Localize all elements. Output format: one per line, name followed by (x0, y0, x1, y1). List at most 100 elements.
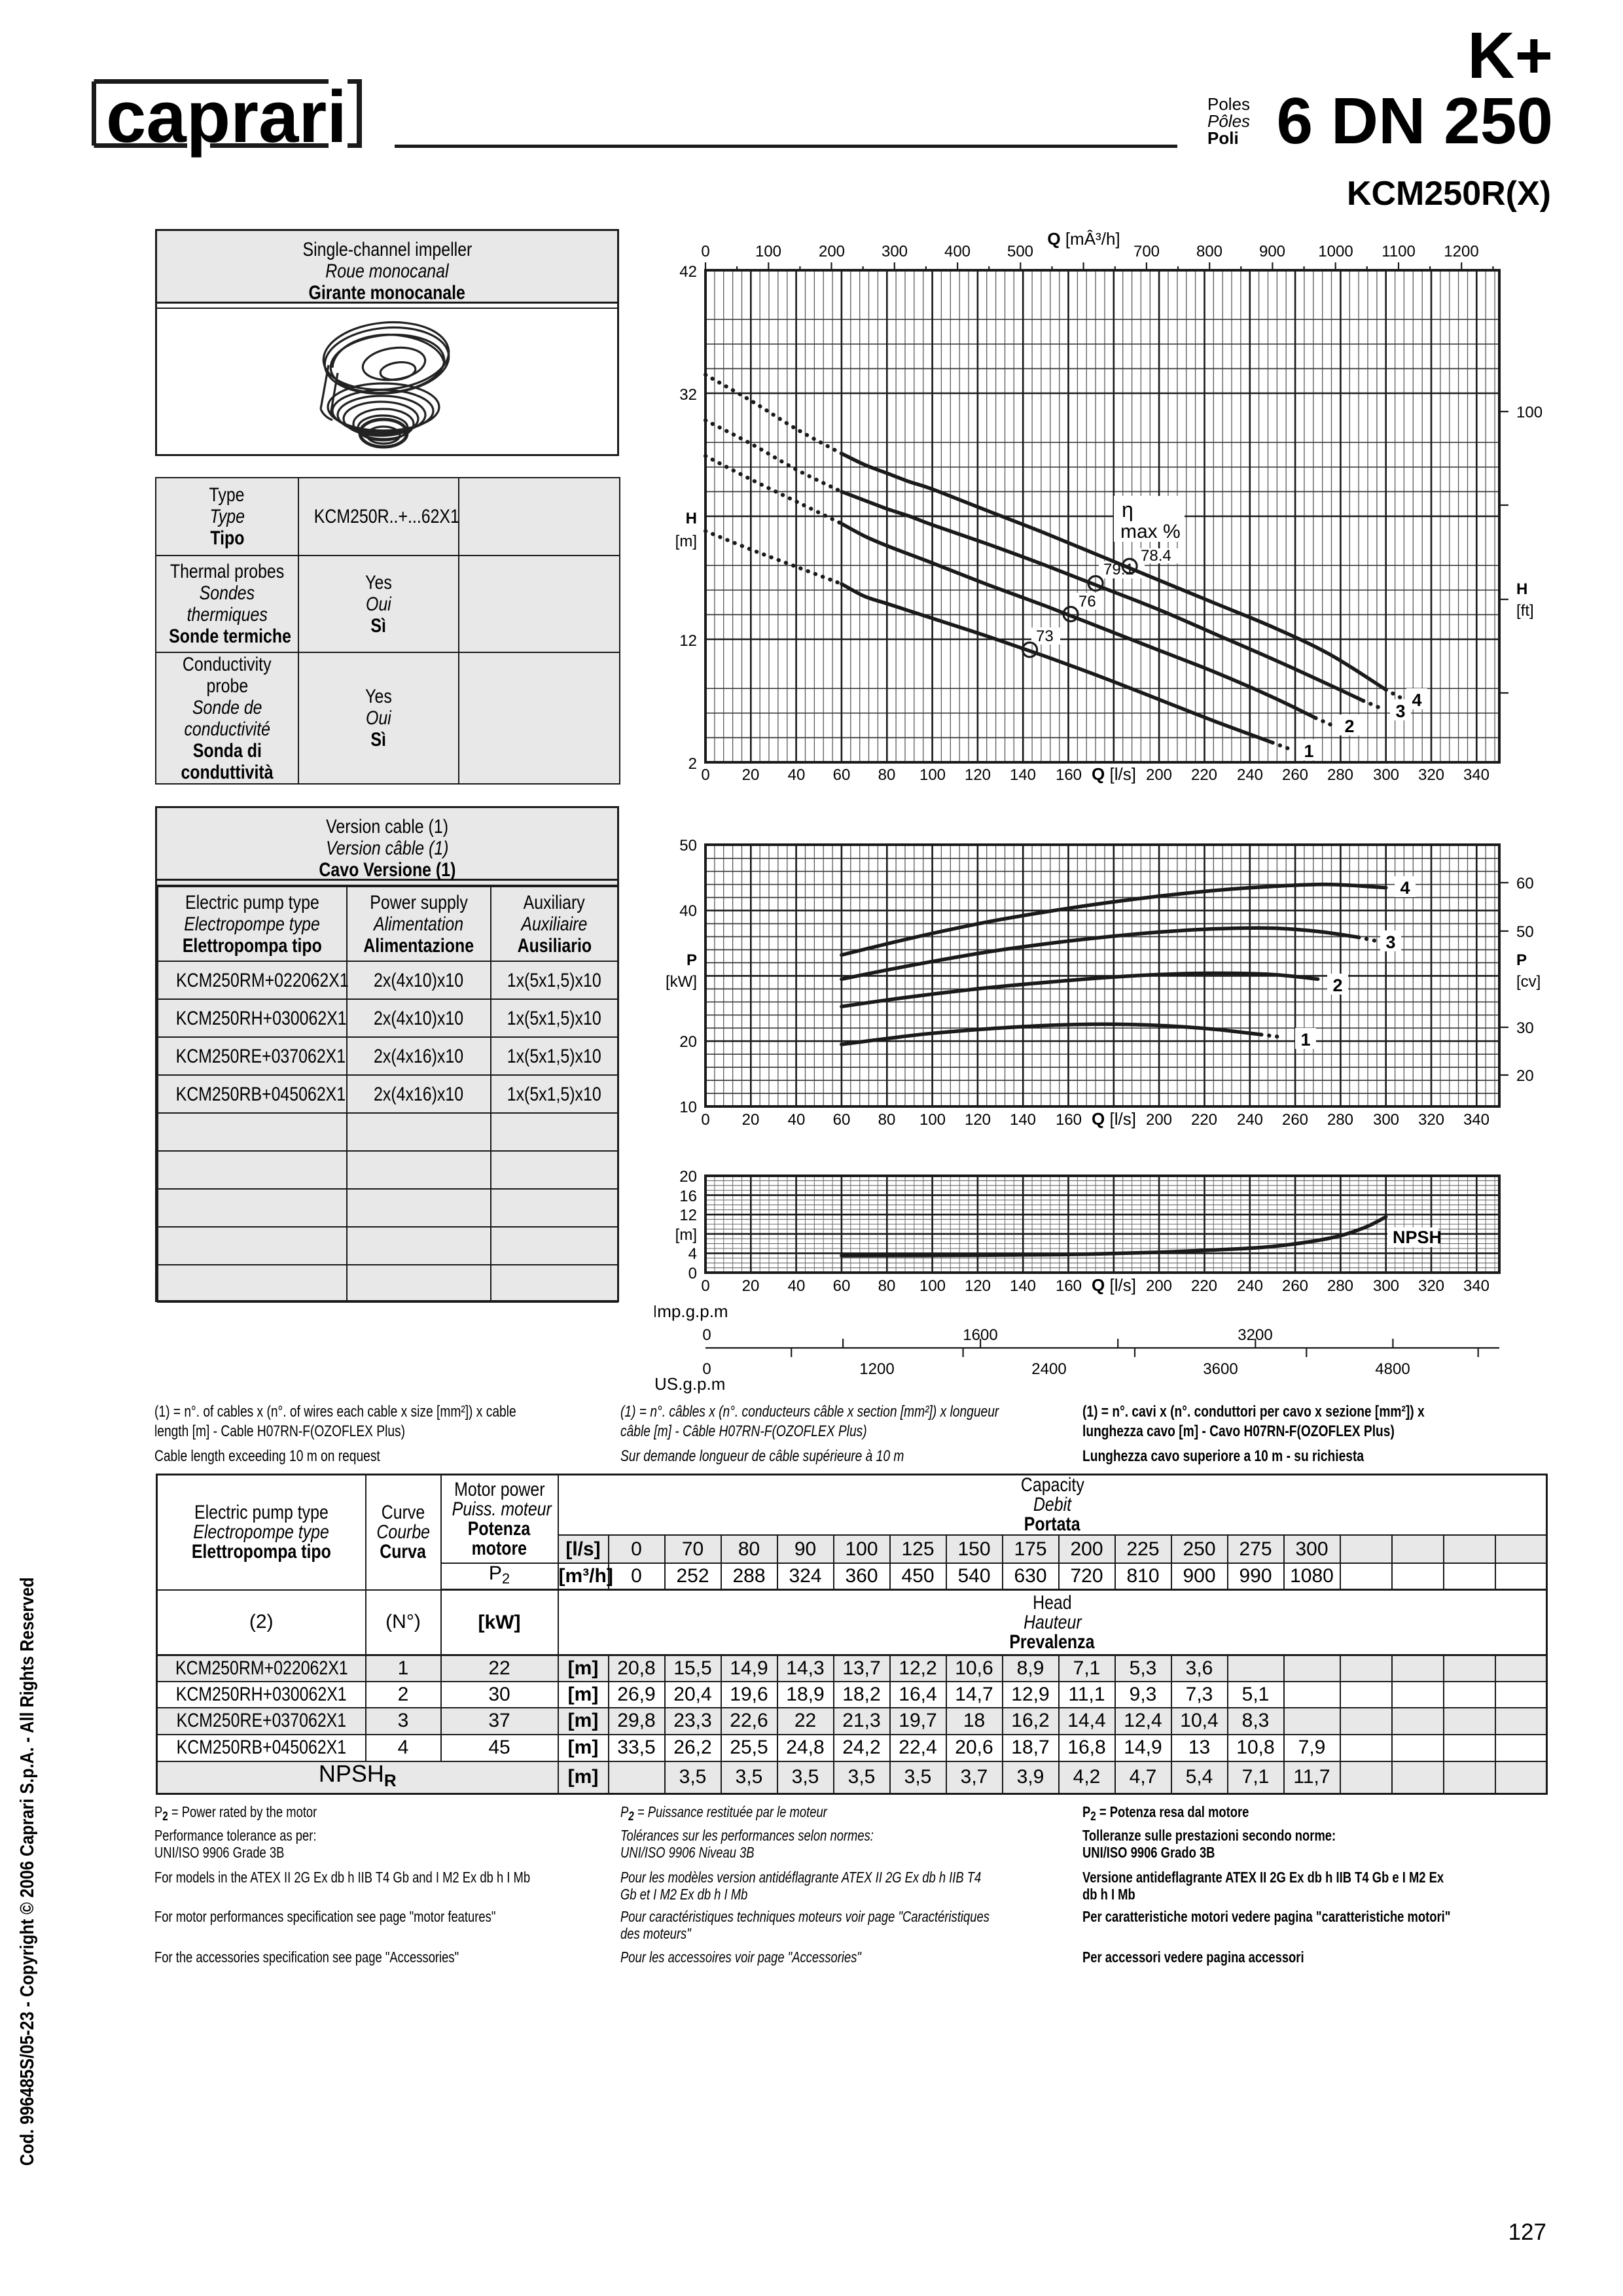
svg-text:60: 60 (833, 1277, 851, 1295)
svg-text:50: 50 (1516, 923, 1534, 941)
svg-text:0: 0 (701, 1111, 709, 1129)
svg-text:[cv]: [cv] (1516, 973, 1541, 991)
svg-text:40: 40 (679, 902, 697, 920)
svg-text:2: 2 (1332, 976, 1342, 995)
svg-text:2: 2 (1344, 716, 1354, 736)
svg-text:0: 0 (701, 243, 709, 260)
svg-text:20: 20 (742, 766, 760, 784)
svg-text:100: 100 (919, 1111, 946, 1129)
svg-text:1100: 1100 (1382, 243, 1416, 260)
svg-text:P: P (1516, 951, 1527, 969)
svg-text:340: 340 (1463, 1277, 1489, 1295)
svg-text:200: 200 (819, 243, 845, 260)
svg-text:140: 140 (1010, 1111, 1036, 1129)
svg-text:1: 1 (1304, 741, 1313, 761)
svg-text:340: 340 (1463, 1111, 1489, 1129)
svg-text:20: 20 (679, 1033, 697, 1051)
svg-text:1600: 1600 (963, 1326, 997, 1344)
svg-text:η: η (1122, 498, 1133, 521)
svg-text:42: 42 (679, 263, 697, 281)
svg-text:[kW]: [kW] (666, 973, 697, 991)
svg-text:260: 260 (1282, 766, 1308, 784)
svg-text:700: 700 (1133, 243, 1160, 260)
svg-text:12: 12 (679, 1207, 697, 1224)
svg-text:120: 120 (965, 766, 991, 784)
svg-text:100: 100 (1516, 404, 1543, 421)
svg-text:30: 30 (1516, 1019, 1534, 1037)
svg-text:3600: 3600 (1203, 1360, 1238, 1378)
svg-text:16: 16 (679, 1188, 697, 1205)
svg-text:240: 240 (1237, 1277, 1263, 1295)
svg-text:73: 73 (1036, 627, 1054, 645)
svg-text:220: 220 (1191, 766, 1217, 784)
svg-text:320: 320 (1418, 1111, 1444, 1129)
svg-text:Q [mÂ³/h]: Q [mÂ³/h] (1047, 229, 1120, 249)
svg-text:400: 400 (944, 243, 971, 260)
svg-text:40: 40 (788, 1277, 806, 1295)
svg-text:2: 2 (688, 755, 697, 773)
svg-text:H: H (686, 510, 697, 527)
svg-text:4: 4 (1412, 690, 1421, 710)
svg-text:3: 3 (1385, 932, 1395, 952)
svg-text:300: 300 (1373, 1277, 1399, 1295)
svg-text:12: 12 (679, 632, 697, 650)
svg-text:220: 220 (1191, 1277, 1217, 1295)
svg-text:0: 0 (688, 1265, 697, 1282)
svg-text:160: 160 (1056, 766, 1082, 784)
svg-text:260: 260 (1282, 1277, 1308, 1295)
svg-text:60: 60 (833, 1111, 851, 1129)
svg-text:Q [l/s]: Q [l/s] (1092, 1275, 1136, 1295)
svg-text:320: 320 (1418, 766, 1444, 784)
svg-text:0: 0 (701, 1277, 709, 1295)
svg-text:280: 280 (1327, 1277, 1353, 1295)
svg-text:2400: 2400 (1031, 1360, 1066, 1378)
svg-text:4: 4 (688, 1245, 697, 1263)
svg-text:900: 900 (1259, 243, 1285, 260)
svg-text:4800: 4800 (1375, 1360, 1410, 1378)
svg-text:20: 20 (679, 1168, 697, 1186)
svg-text:120: 120 (965, 1277, 991, 1295)
svg-text:0: 0 (702, 1360, 711, 1378)
svg-text:10: 10 (679, 1099, 697, 1116)
svg-text:20: 20 (742, 1111, 760, 1129)
svg-text:1200: 1200 (859, 1360, 894, 1378)
svg-text:200: 200 (1146, 766, 1172, 784)
svg-text:60: 60 (833, 766, 851, 784)
svg-text:76: 76 (1079, 593, 1096, 610)
svg-text:340: 340 (1463, 766, 1489, 784)
svg-text:0: 0 (701, 766, 709, 784)
svg-text:260: 260 (1282, 1111, 1308, 1129)
svg-text:3200: 3200 (1238, 1326, 1272, 1344)
svg-text:240: 240 (1237, 766, 1263, 784)
svg-text:160: 160 (1056, 1277, 1082, 1295)
svg-text:240: 240 (1237, 1111, 1263, 1129)
svg-text:300: 300 (1373, 1111, 1399, 1129)
svg-text:200: 200 (1146, 1277, 1172, 1295)
svg-text:Q [l/s]: Q [l/s] (1092, 1109, 1136, 1129)
svg-text:100: 100 (755, 243, 781, 260)
svg-text:20: 20 (742, 1277, 760, 1295)
svg-text:3: 3 (1395, 701, 1405, 721)
svg-text:800: 800 (1196, 243, 1222, 260)
svg-text:80: 80 (878, 766, 896, 784)
svg-text:300: 300 (882, 243, 908, 260)
svg-text:80: 80 (878, 1277, 896, 1295)
svg-text:[ft]: [ft] (1516, 602, 1534, 620)
svg-text:NPSH: NPSH (1393, 1227, 1442, 1247)
svg-text:1000: 1000 (1318, 243, 1353, 260)
svg-text:[m]: [m] (675, 533, 697, 550)
svg-text:1: 1 (1300, 1030, 1310, 1050)
svg-text:220: 220 (1191, 1111, 1217, 1129)
svg-text:H: H (1516, 580, 1527, 598)
svg-text:Imp.g.p.m: Imp.g.p.m (654, 1301, 728, 1321)
svg-text:40: 40 (788, 766, 806, 784)
svg-text:40: 40 (788, 1111, 806, 1129)
svg-text:[m]: [m] (675, 1226, 697, 1244)
svg-text:120: 120 (965, 1111, 991, 1129)
svg-text:50: 50 (679, 837, 697, 855)
svg-text:4: 4 (1400, 878, 1410, 898)
svg-text:32: 32 (679, 386, 697, 404)
svg-text:60: 60 (1516, 875, 1534, 892)
svg-text:280: 280 (1327, 1111, 1353, 1129)
svg-text:280: 280 (1327, 766, 1353, 784)
